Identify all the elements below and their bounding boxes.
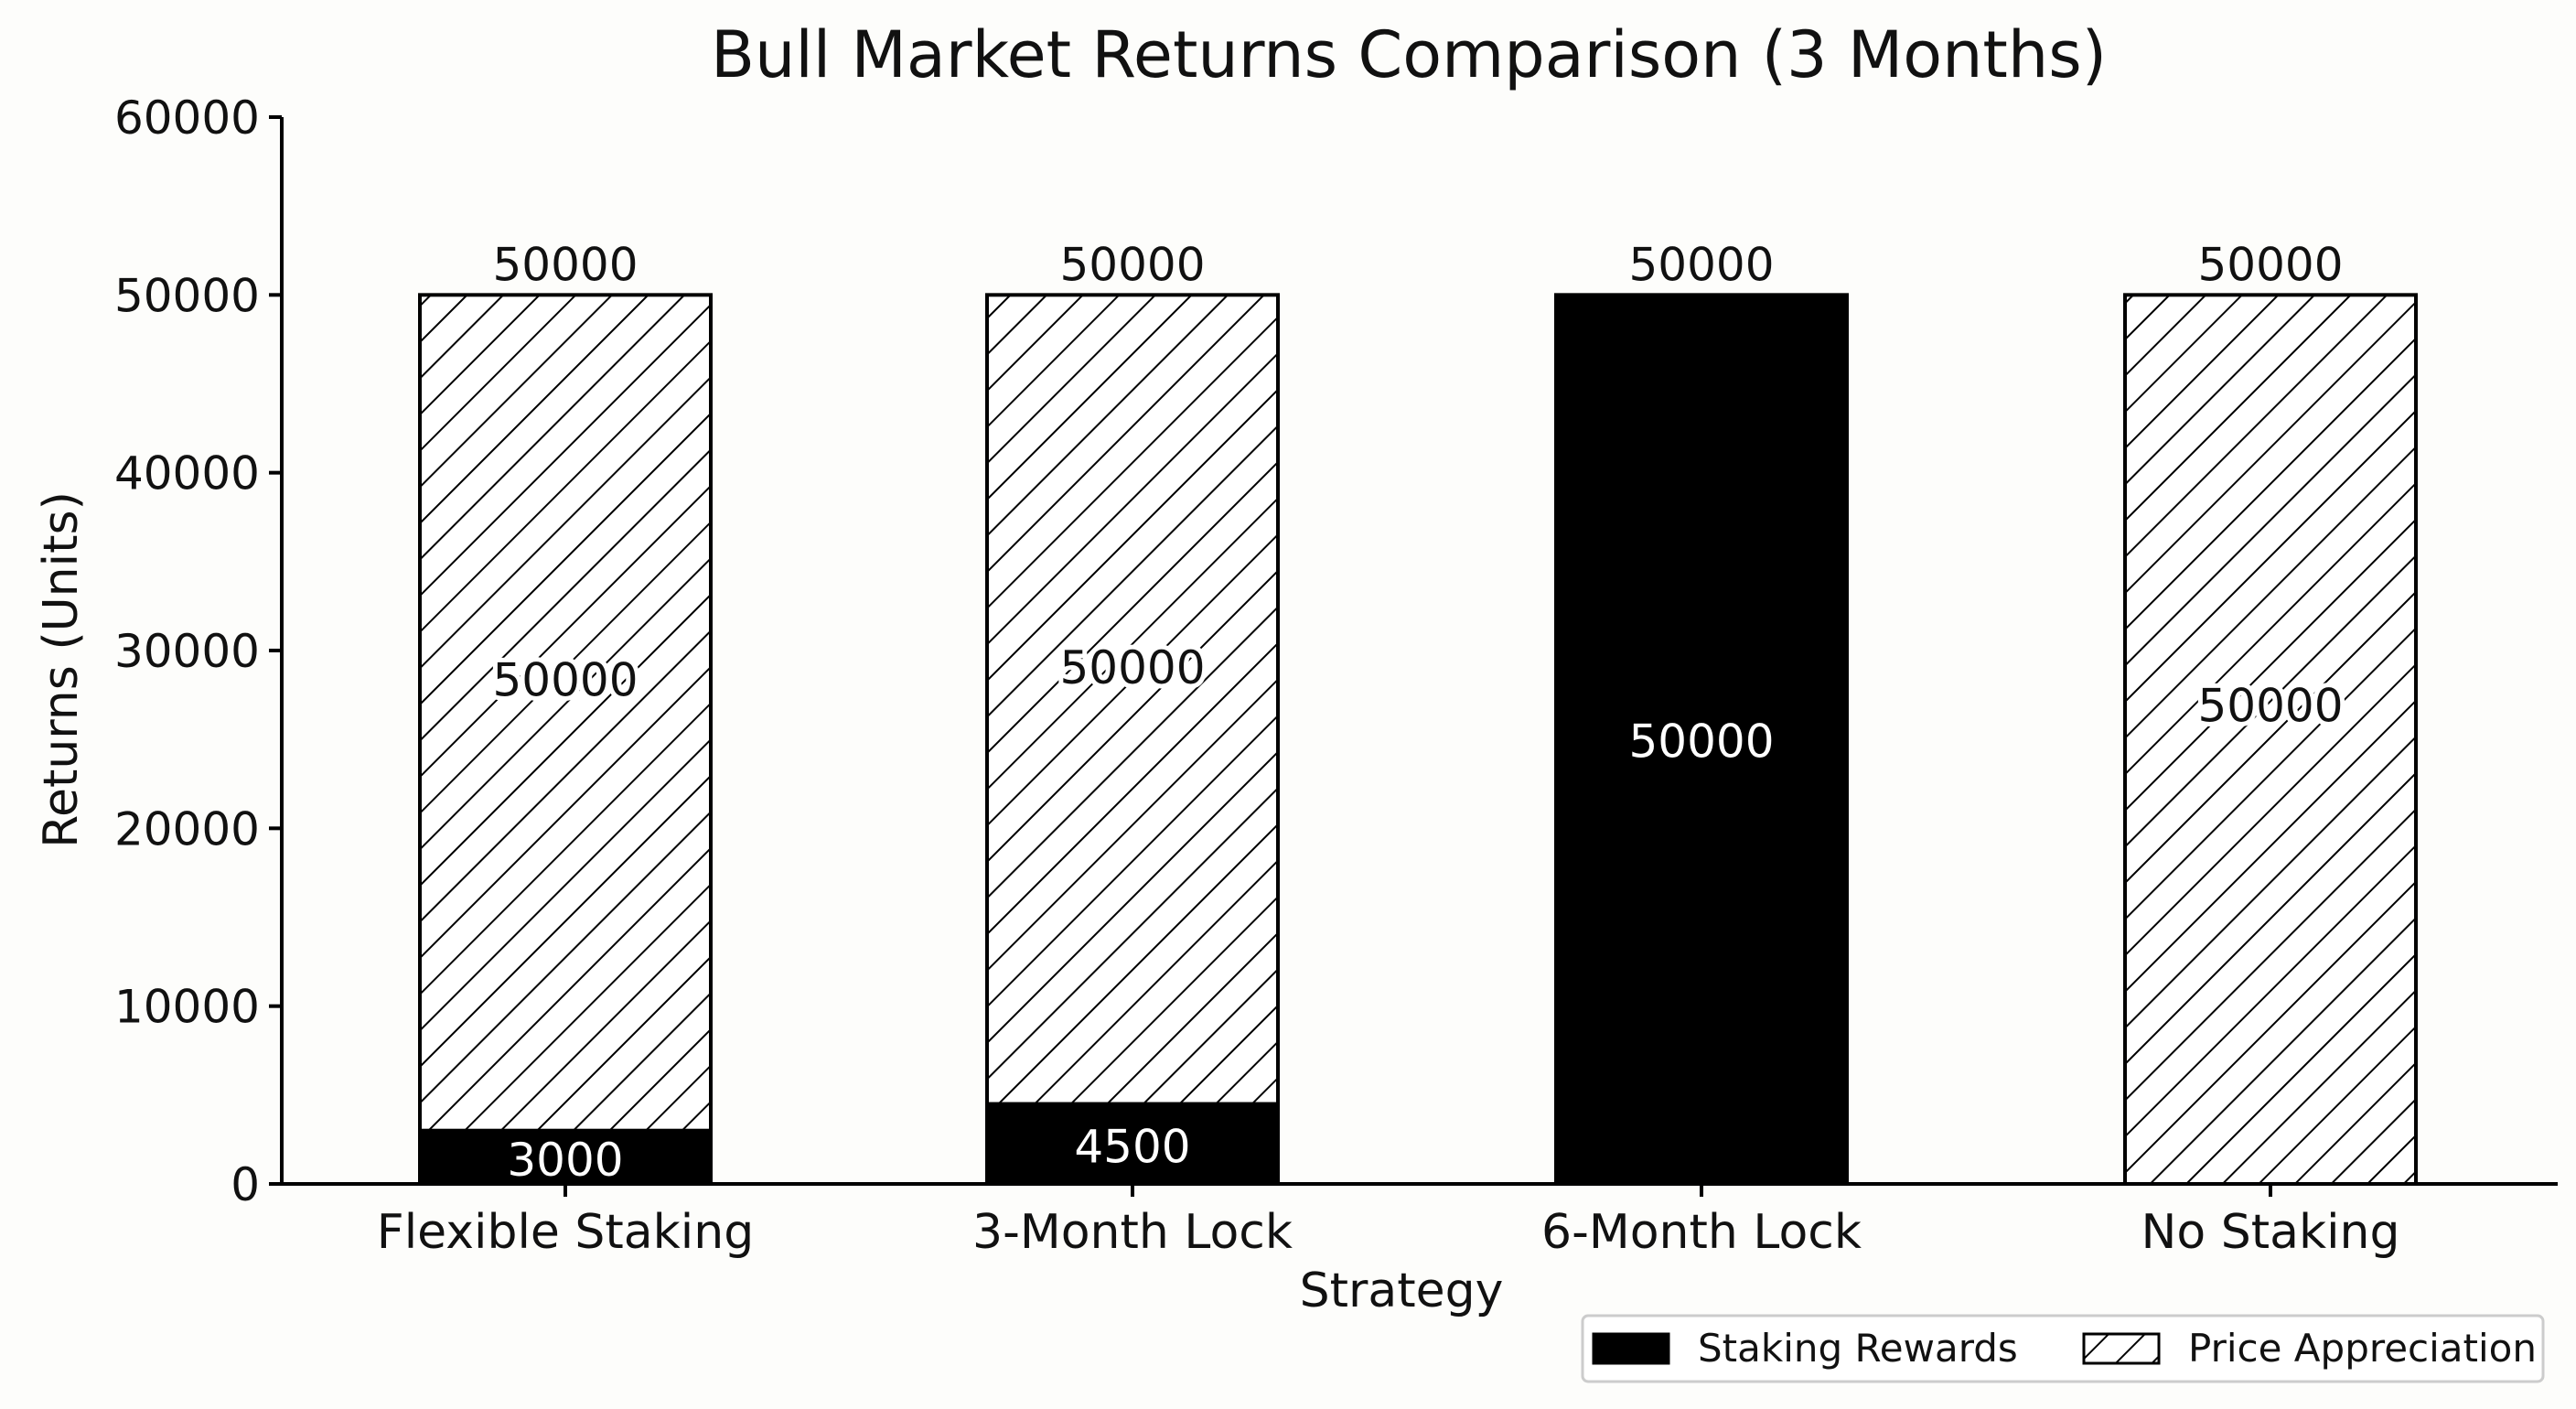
segment-value-label: 4500: [1074, 1120, 1190, 1173]
segment-value-label: 50000: [1059, 641, 1205, 694]
x-axis-label: Strategy: [1300, 1264, 1504, 1318]
bar-total-label: 50000: [1059, 238, 1205, 291]
y-tick-label: 40000: [114, 447, 260, 500]
legend-box: [1581, 1314, 2545, 1383]
y-tick-label: 30000: [114, 625, 260, 678]
bar-price-appreciation-1: [418, 293, 713, 1133]
y-tick-label: 50000: [114, 269, 260, 322]
legend: Staking Rewards Price Appreciation: [1581, 1314, 2545, 1383]
bar-total-label: 50000: [1628, 238, 1774, 291]
bar-total-label: 50000: [492, 238, 638, 291]
legend-staking-rewards-label: Staking Rewards: [1698, 1326, 2018, 1371]
chart-title: Bull Market Returns Comparison (3 Months…: [711, 17, 2107, 92]
segment-value-label: 50000: [2197, 680, 2343, 733]
legend-price-appreciation-label: Price Appreciation: [2188, 1326, 2537, 1371]
y-tick-label: 0: [231, 1158, 260, 1211]
x-tick-label: Flexible Staking: [377, 1205, 754, 1260]
segment-value-label: 3000: [507, 1134, 623, 1187]
segment-value-label: 50000: [1628, 715, 1774, 769]
y-axis-label: Returns (Units): [34, 491, 89, 848]
legend-price-appreciation-swatch: [2082, 1332, 2161, 1365]
y-tick-label: 10000: [114, 981, 260, 1034]
x-tick-label: 3-Month Lock: [972, 1205, 1293, 1260]
x-tick-label: 6-Month Lock: [1541, 1205, 1862, 1260]
bar-price-appreciation-4: [2123, 293, 2418, 1187]
x-tick-label: No Staking: [2141, 1205, 2399, 1260]
bar-staking-rewards-2: [985, 1102, 1280, 1187]
y-tick-label: 60000: [114, 91, 260, 145]
bar-total-label: 50000: [2197, 238, 2343, 291]
bar-price-appreciation-2: [985, 293, 1280, 1106]
bar-staking-rewards-3: [1554, 293, 1849, 1187]
segment-value-label: 50000: [492, 654, 638, 707]
legend-staking-rewards-swatch: [1592, 1332, 1670, 1365]
y-tick-label: 20000: [114, 802, 260, 855]
